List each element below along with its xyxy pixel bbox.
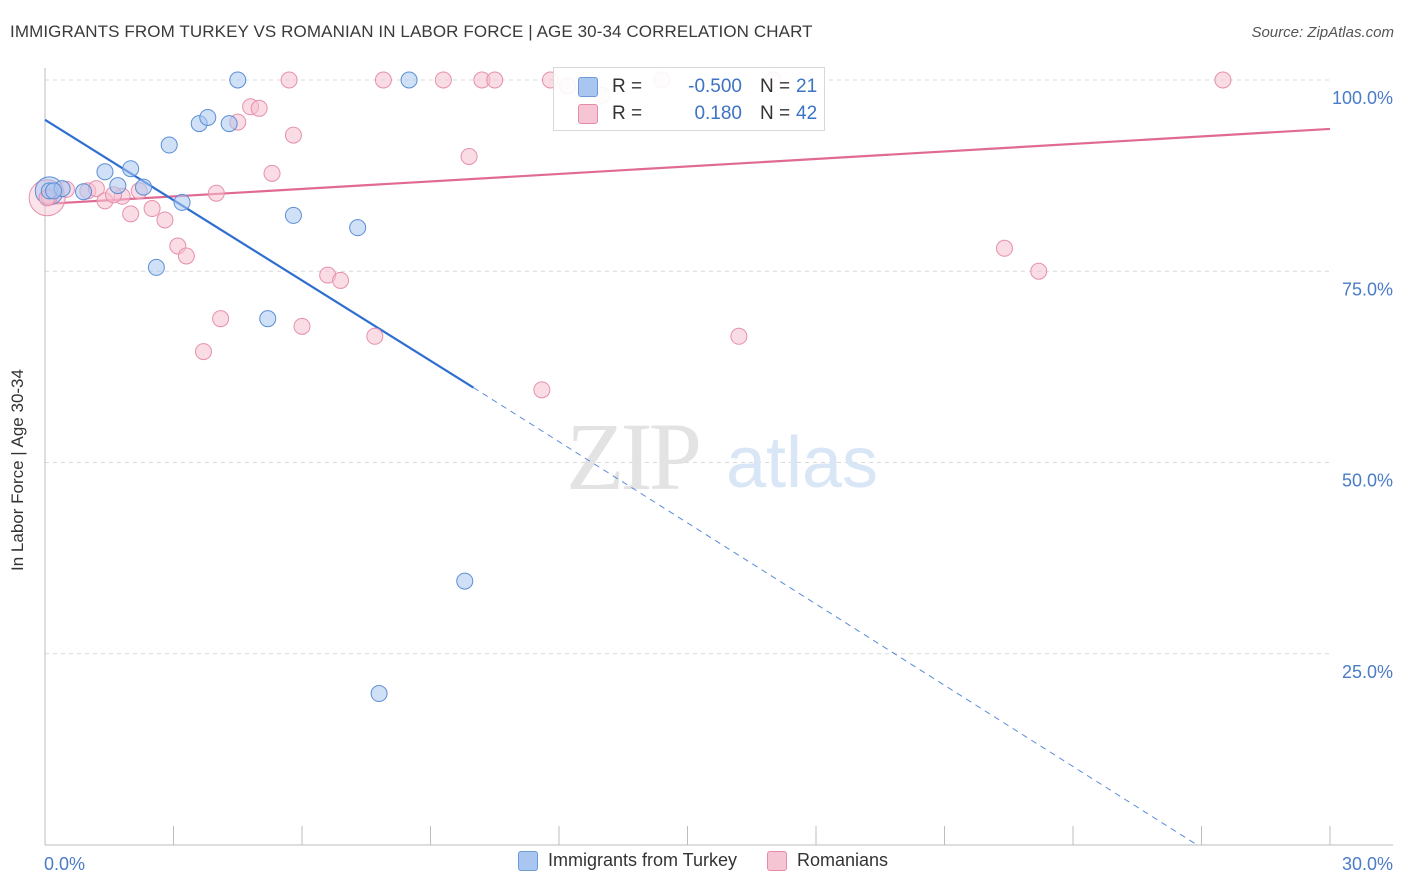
data-point-romanians — [280, 71, 298, 89]
data-point-romanians — [293, 317, 311, 335]
data-point-turkey — [75, 183, 93, 201]
stats-n-value: 42 — [796, 103, 818, 124]
data-point-turkey — [96, 163, 114, 181]
data-point-romanians — [995, 239, 1013, 257]
data-point-turkey — [135, 178, 153, 196]
x-tick-label: 0.0% — [44, 854, 85, 874]
data-point-romanians — [207, 184, 225, 202]
stats-n-label: N = — [760, 103, 791, 124]
data-point-turkey — [173, 193, 191, 211]
data-point-romanians — [177, 247, 195, 265]
legend-swatch-turkey — [517, 850, 538, 871]
stats-r-label: R = — [612, 103, 643, 124]
data-point-turkey — [349, 219, 367, 237]
stats-n-label: N = — [760, 76, 791, 97]
legend-item-romanians[interactable]: Romanians — [767, 850, 888, 871]
data-point-turkey — [400, 71, 418, 89]
data-point-romanians — [1030, 262, 1048, 280]
data-point-romanians — [194, 343, 212, 361]
stats-legend: R = -0.500 N = 21 R = 0.180 N = 42 — [553, 67, 825, 131]
data-point-romanians — [263, 164, 281, 182]
x-tick-label: 30.0% — [1342, 854, 1393, 874]
data-point-turkey — [160, 136, 178, 154]
tick-labels: 25.0% 50.0% 75.0% 100.0% 0.0% 30.0% — [44, 88, 1393, 874]
data-point-romanians — [434, 71, 452, 89]
trend-lines — [44, 118, 1331, 846]
data-point-turkey — [259, 310, 277, 328]
stats-r-value: -0.500 — [688, 76, 742, 97]
data-point-turkey — [229, 71, 247, 89]
data-point-romanians — [1214, 71, 1232, 89]
data-point-romanians — [332, 271, 350, 289]
stats-swatch-romanians — [578, 104, 598, 124]
stats-n-value: 21 — [796, 76, 818, 97]
y-tick-label: 25.0% — [1342, 662, 1393, 682]
data-point-romanians — [460, 148, 478, 165]
data-point-turkey — [220, 115, 238, 133]
stats-swatch-turkey — [578, 77, 598, 97]
data-point-turkey — [109, 177, 127, 195]
stats-r-label: R = — [612, 76, 643, 97]
data-point-turkey — [284, 206, 302, 224]
watermark-zip: ZIP — [566, 403, 699, 510]
data-point-turkey — [199, 108, 217, 126]
trend-line-romanians — [44, 127, 1331, 206]
y-tick-label: 50.0% — [1342, 471, 1393, 491]
data-point-romanians — [374, 71, 392, 89]
trend-line-turkey — [44, 118, 474, 389]
data-point-romanians — [122, 205, 140, 223]
legend-item-turkey[interactable]: Immigrants from Turkey — [517, 850, 737, 871]
data-points — [28, 71, 1232, 703]
data-point-turkey — [122, 160, 140, 178]
chart-legend: Immigrants from Turkey Romanians — [0, 850, 1406, 871]
source-label: Source: ZipAtlas.com — [1251, 24, 1394, 41]
data-point-romanians — [156, 211, 174, 229]
axes — [44, 68, 1393, 846]
legend-label-romanians: Romanians — [797, 850, 889, 870]
data-point-turkey — [370, 685, 388, 703]
legend-label-turkey: Immigrants from Turkey — [547, 850, 737, 870]
y-tick-label: 75.0% — [1342, 279, 1393, 299]
data-point-romanians — [366, 327, 384, 345]
watermark-atlas: atlas — [726, 423, 878, 503]
chart-title: IMMIGRANTS FROM TURKEY VS ROMANIAN IN LA… — [10, 22, 813, 41]
watermark: ZIP atlas — [566, 403, 878, 510]
y-tick-label: 100.0% — [1332, 88, 1393, 108]
stats-r-value: 0.180 — [694, 103, 742, 124]
legend-swatch-romanians — [767, 850, 787, 871]
data-point-romanians — [533, 381, 551, 399]
data-point-romanians — [284, 126, 302, 144]
data-point-romanians — [250, 99, 268, 117]
data-point-romanians — [486, 71, 504, 89]
data-point-turkey — [147, 258, 165, 276]
data-point-turkey — [456, 572, 474, 590]
data-point-romanians — [730, 327, 748, 345]
data-point-romanians — [212, 310, 230, 328]
data-point-turkey — [45, 182, 63, 200]
data-point-romanians — [143, 200, 161, 218]
